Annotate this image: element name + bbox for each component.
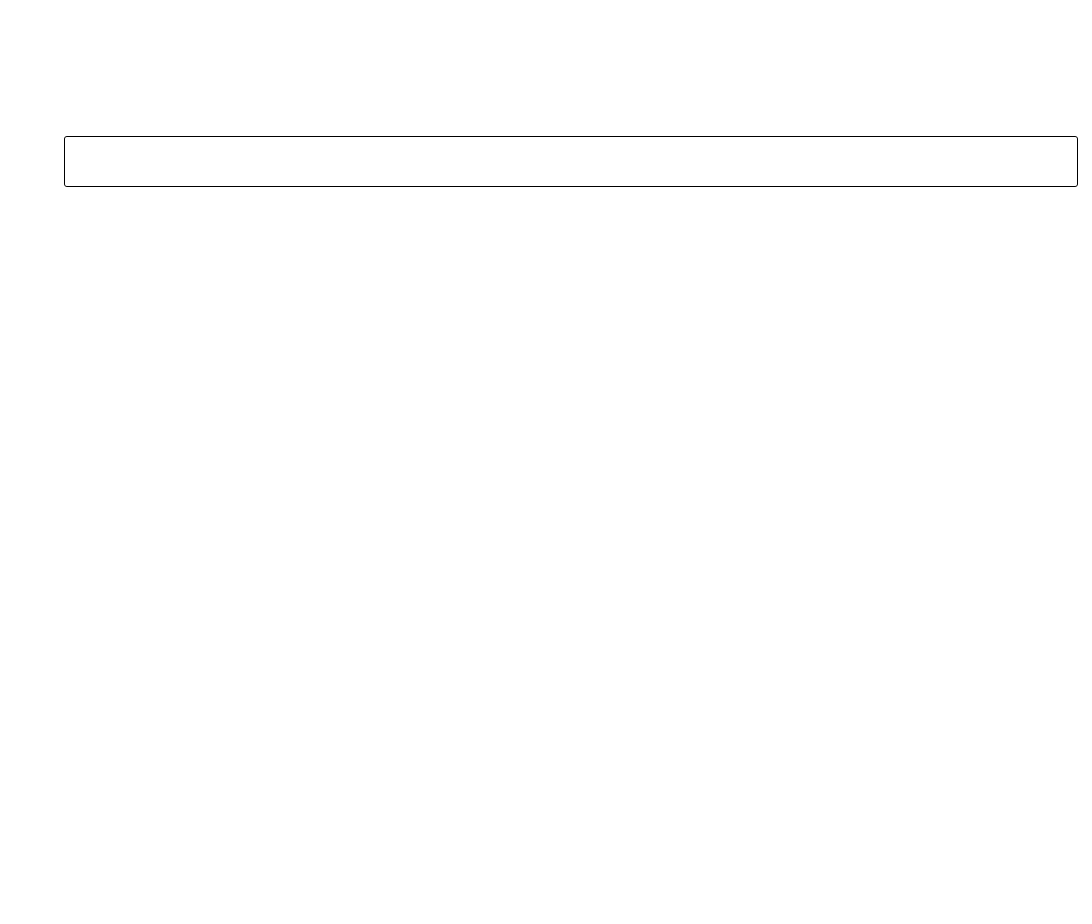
legend xyxy=(64,136,1078,187)
